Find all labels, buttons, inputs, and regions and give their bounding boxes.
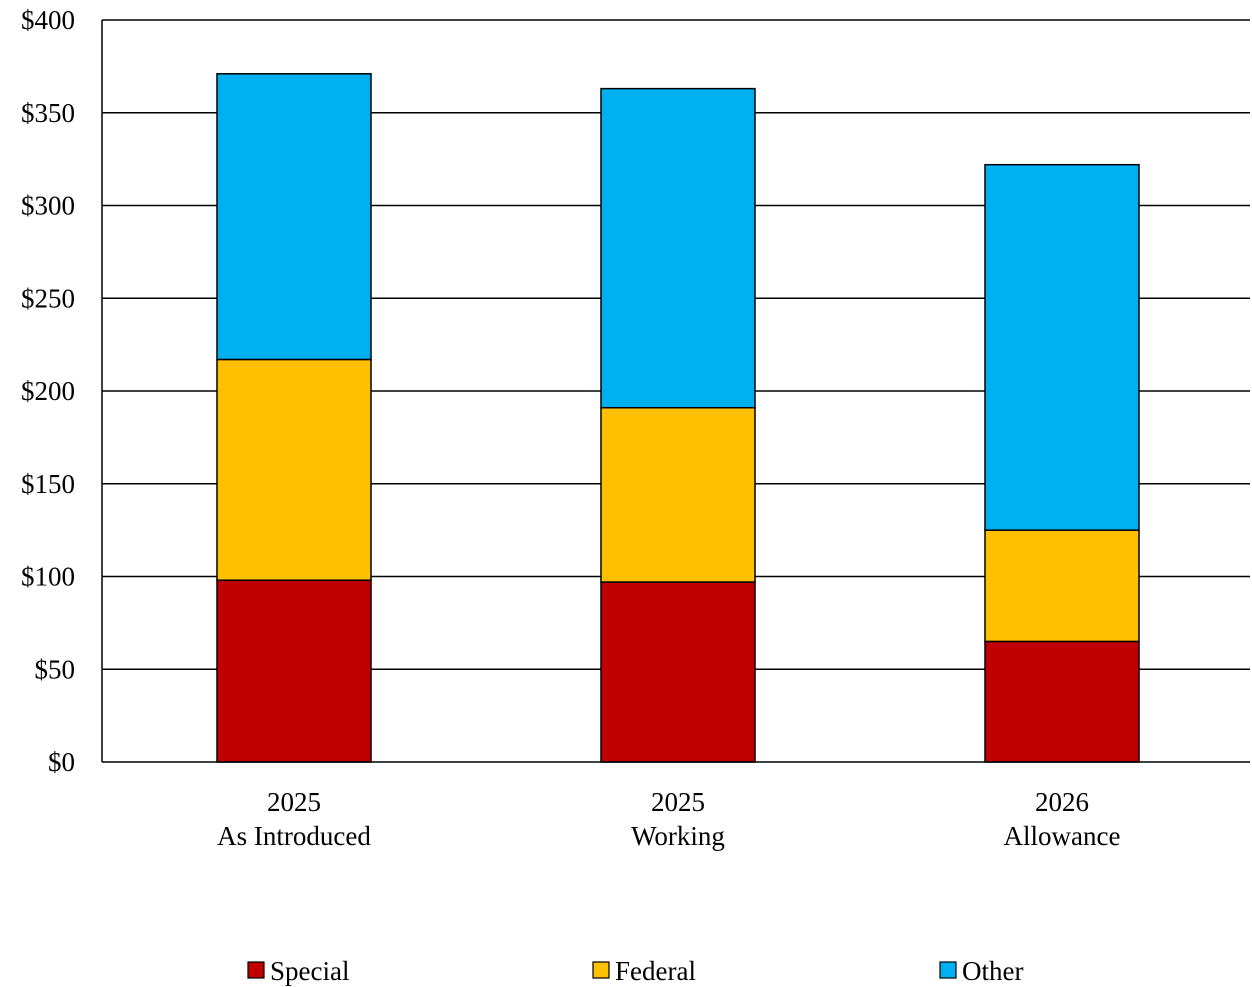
legend-label-other: Other bbox=[962, 956, 1023, 986]
x-category-label-line1: 2026 bbox=[1035, 787, 1089, 817]
bar-federal-1 bbox=[600, 406, 756, 583]
legend-label-federal: Federal bbox=[615, 956, 696, 986]
y-tick-label: $200 bbox=[21, 376, 75, 406]
x-category-label-line2: As Introduced bbox=[217, 821, 371, 851]
legend-swatch-special bbox=[247, 961, 265, 979]
x-category-label-line2: Working bbox=[631, 821, 725, 851]
y-tick-label: $0 bbox=[48, 747, 75, 777]
y-axis-tick-labels: $0 $50 $100 $150 $200 $250 $300 $350 $400 bbox=[21, 5, 75, 777]
x-axis-category-labels: 2025 As Introduced 2025 Working 2026 Allowanc… bbox=[217, 787, 1120, 851]
legend-label-special: Special bbox=[270, 956, 349, 986]
legend-swatch-other bbox=[939, 961, 957, 979]
axes bbox=[101, 20, 1250, 763]
bar-other-1 bbox=[600, 87, 756, 409]
bar-other-0 bbox=[216, 73, 372, 361]
y-tick-label: $50 bbox=[35, 654, 76, 684]
y-tick-label: $150 bbox=[21, 469, 75, 499]
legend: Special Federal Other bbox=[247, 956, 1023, 986]
x-category-label-line2: Allowance bbox=[1004, 821, 1121, 851]
legend-swatch-federal bbox=[592, 961, 610, 979]
y-tick-label: $400 bbox=[21, 5, 75, 35]
bar-federal-2 bbox=[984, 529, 1140, 643]
x-category-label-line1: 2025 bbox=[651, 787, 705, 817]
y-tick-label: $350 bbox=[21, 98, 75, 128]
y-tick-label: $300 bbox=[21, 191, 75, 221]
y-tick-label: $100 bbox=[21, 562, 75, 592]
bars bbox=[216, 73, 1140, 763]
x-category-label-line1: 2025 bbox=[267, 787, 321, 817]
bar-special-1 bbox=[600, 581, 756, 763]
bar-special-2 bbox=[984, 640, 1140, 763]
bar-federal-0 bbox=[216, 358, 372, 581]
bar-other-2 bbox=[984, 163, 1140, 531]
y-tick-label: $250 bbox=[21, 283, 75, 313]
bar-special-0 bbox=[216, 579, 372, 763]
